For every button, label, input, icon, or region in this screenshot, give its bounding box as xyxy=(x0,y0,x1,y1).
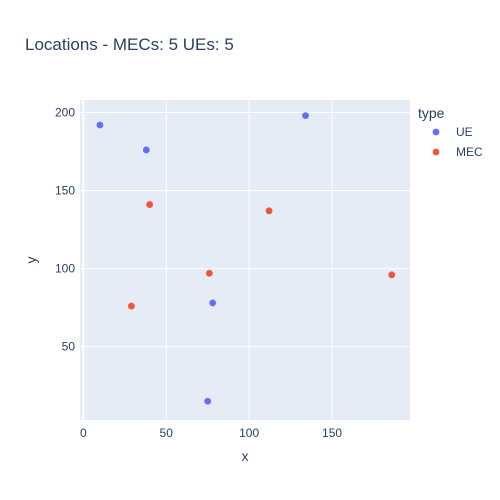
chart-title: Locations - MECs: 5 UEs: 5 xyxy=(25,35,234,54)
y-tick-label: 150 xyxy=(55,184,75,198)
x-axis-label: x xyxy=(242,448,249,464)
data-point-mec xyxy=(265,207,273,215)
y-axis-label: y xyxy=(23,257,39,264)
legend-label-mec: MEC xyxy=(456,145,483,159)
data-point-ue xyxy=(302,112,309,120)
legend-label-ue: UE xyxy=(456,125,473,139)
y-tick-label: 50 xyxy=(62,340,76,354)
legend-marker-mec xyxy=(432,148,440,156)
y-tick-label: 200 xyxy=(55,105,75,119)
data-point-ue xyxy=(204,397,212,405)
plot-area xyxy=(80,100,410,420)
data-point-mec xyxy=(128,302,135,310)
data-point-ue xyxy=(209,299,217,307)
data-point-mec xyxy=(146,201,154,208)
legend: type UE MEC xyxy=(418,105,483,159)
x-tick-label: 100 xyxy=(239,426,259,440)
x-tick-label: 50 xyxy=(160,426,174,440)
data-points xyxy=(96,112,396,405)
x-tick-label: 150 xyxy=(322,426,342,440)
data-point-mec xyxy=(205,269,213,277)
grid xyxy=(80,100,410,420)
data-point-ue xyxy=(142,146,150,154)
axis-ticks: 0 50 100 150 50 100 150 200 xyxy=(55,105,342,440)
data-point-ue xyxy=(96,121,104,129)
x-tick-label: 0 xyxy=(80,426,87,440)
legend-title: type xyxy=(418,105,445,121)
legend-marker-ue xyxy=(432,128,440,136)
data-point-mec xyxy=(388,271,396,279)
y-tick-label: 100 xyxy=(55,262,75,276)
